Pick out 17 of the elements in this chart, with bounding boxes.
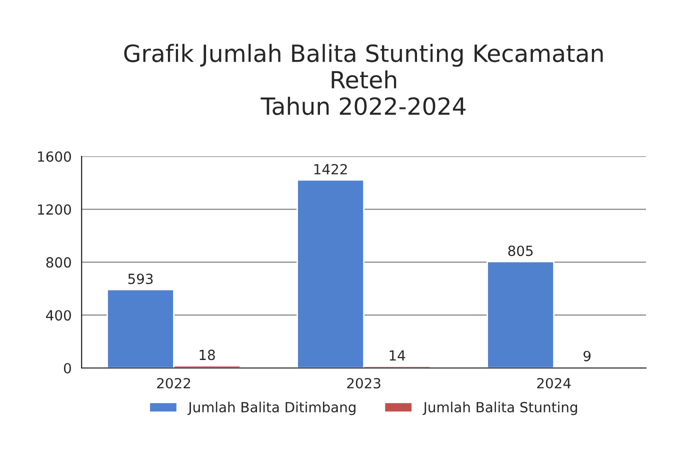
legend-label: Jumlah Balita Stunting — [422, 402, 578, 416]
y-tick-label: 0 — [64, 362, 71, 374]
data-label: 1422 — [314, 164, 347, 174]
x-tick-label: 2024 — [537, 378, 571, 388]
legend-label: Jumlah Balita Ditimbang — [187, 402, 356, 416]
chart-title: Grafik Jumlah Balita Stunting Kecamatan Reteh Tahun 2022-2024 — [124, 44, 603, 116]
data-label: 18 — [200, 350, 215, 360]
y-tick-label: 1200 — [38, 204, 71, 215]
data-label: 593 — [128, 274, 153, 284]
data-label: 805 — [508, 246, 533, 256]
data-label: 9 — [584, 350, 591, 362]
y-tick-label: 800 — [46, 257, 71, 268]
x-tick-label: 2022 — [157, 378, 190, 388]
x-tick-label: 2023 — [347, 378, 380, 388]
y-tick-label: 1600 — [38, 151, 71, 162]
y-tick-label: 400 — [46, 310, 71, 321]
data-label: 14 — [390, 350, 406, 360]
